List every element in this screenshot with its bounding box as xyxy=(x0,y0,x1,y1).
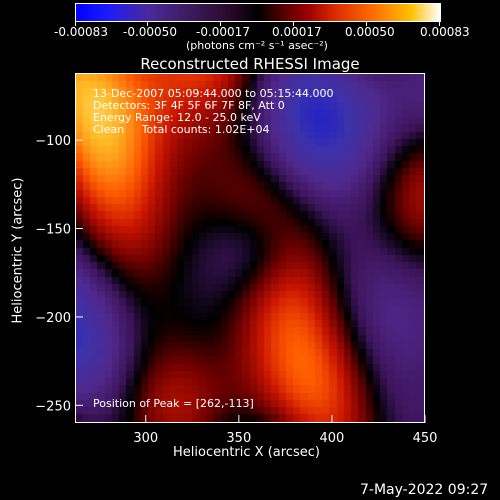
colorbar-unit-label: (photons cm⁻² s⁻¹ asec⁻²) xyxy=(186,39,328,52)
y-tick-label: −250 xyxy=(35,399,71,414)
chart-title: Reconstructed RHESSI Image xyxy=(140,55,360,73)
annotation-time-range: 13-Dec-2007 05:09:44.000 to 05:15:44.000 xyxy=(93,87,334,100)
colorbar-tick-label: -0.00017 xyxy=(196,25,250,39)
y-tick-label: −150 xyxy=(35,223,71,238)
colorbar-tick-label: -0.00050 xyxy=(123,25,177,39)
annotation-energy-range: Energy Range: 12.0 - 25.0 keV xyxy=(93,111,261,124)
y-tick-label: −200 xyxy=(35,311,71,326)
x-tick-label: 350 xyxy=(226,431,251,446)
colorbar-tick-label: 0.00083 xyxy=(420,25,470,39)
y-axis-label: Heliocentric Y (arcsec) xyxy=(10,177,26,324)
annotation-clean-counts: Clean Total counts: 1.02E+04 xyxy=(93,123,270,136)
colorbar-tick-label: -0.00083 xyxy=(54,25,108,39)
x-tick-label: 400 xyxy=(320,431,345,446)
x-tick-label: 300 xyxy=(133,431,158,446)
heatmap-image xyxy=(76,74,424,422)
colorbar-tick-label: 0.00017 xyxy=(272,25,322,39)
x-axis-label: Heliocentric X (arcsec) xyxy=(173,445,320,460)
timestamp: 7-May-2022 09:27 xyxy=(360,482,489,498)
y-tick-label: −100 xyxy=(35,134,71,149)
colorbar-tick-label: 0.00050 xyxy=(345,25,395,39)
x-tick-label: 450 xyxy=(413,431,438,446)
annotation-detectors: Detectors: 3F 4F 5F 6F 7F 8F, Att 0 xyxy=(93,99,285,112)
annotation-peak-position: Position of Peak = [262,-113] xyxy=(93,397,254,410)
colorbar xyxy=(75,3,441,22)
plot-area xyxy=(75,73,425,423)
colorbar-ticks xyxy=(75,21,441,26)
